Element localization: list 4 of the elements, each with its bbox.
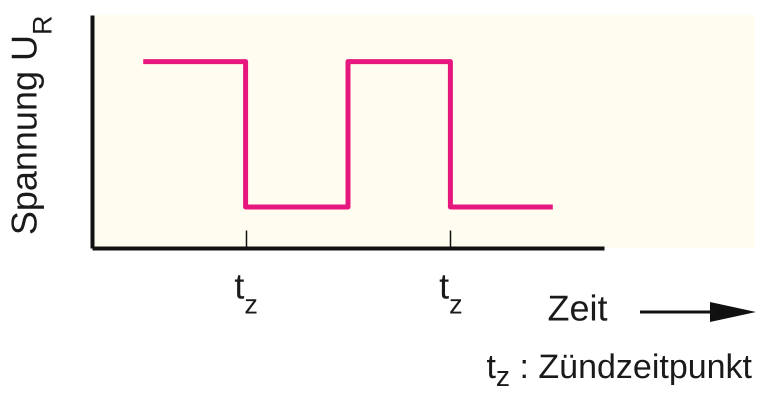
text: t$_{z}$ : Zündzeitpunkt [486, 348, 752, 394]
x-tick-label: t$_{z}$ [439, 266, 463, 320]
x-tick-label: t$_{z}$ [234, 266, 258, 320]
x-axis-title: Zeit [548, 288, 608, 328]
